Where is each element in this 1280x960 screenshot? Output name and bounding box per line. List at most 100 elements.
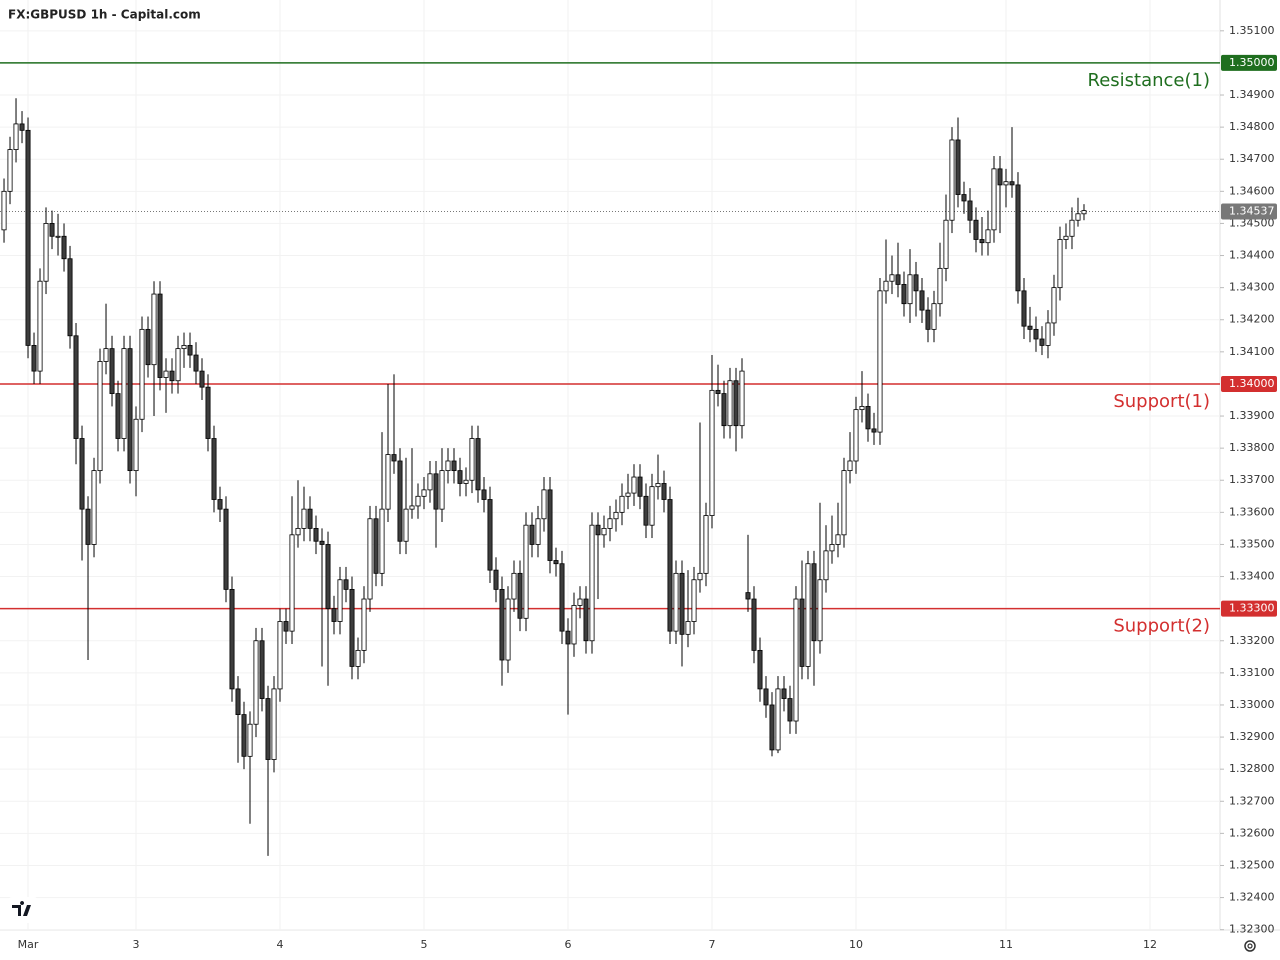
y-tick-label: 1.33700 [1229,473,1275,486]
level-price-box [1221,375,1277,392]
y-tick-label: 1.34200 [1229,313,1275,326]
candle-body [517,572,523,619]
candle-body [7,149,13,192]
candle-body [823,550,829,581]
level-name: Support(1) [1113,391,1210,412]
candle-body [121,348,127,439]
candle-body [271,688,277,760]
candle-body [31,345,37,372]
candle-body [355,649,361,667]
x-tick-label: Mar [18,938,39,951]
candle-body [955,139,961,195]
candle-body [79,438,85,510]
level-price-label: 1.35000 [1229,56,1275,69]
candle-body [211,438,217,500]
candle-body [259,640,265,699]
candle-body [403,508,409,542]
candle-body [685,621,691,635]
candle-body [409,505,415,510]
candle-body [769,704,775,751]
candle-body [1063,235,1069,240]
last-price-label: 1.34537 [1229,205,1275,218]
x-tick-label: 6 [565,938,572,951]
candle-body [871,428,877,433]
candle-body [415,495,421,507]
candle-body [505,598,511,661]
candle-body [289,534,295,632]
candle-body [1039,338,1045,346]
y-tick-label: 1.33100 [1229,666,1275,679]
x-tick-label: 10 [849,938,863,951]
candle-body [85,508,91,545]
x-tick-label: 12 [1143,938,1157,951]
candle-body [763,688,769,706]
candle-body [307,508,313,529]
candle-body [907,274,913,305]
candle-body [37,280,43,372]
candle-body [91,470,97,545]
candle-body [349,588,355,667]
levels: Resistance(1) Support(1) Support(2) [0,62,1220,637]
y-tick-label: 1.33600 [1229,505,1275,518]
candle-body [397,460,403,542]
x-tick-label: 5 [421,938,428,951]
candle-body [337,579,343,622]
candle-body [451,460,457,472]
candle-body [277,621,283,690]
candle-body [721,393,727,427]
candle-body [331,608,337,622]
candle-body [643,495,649,526]
candle-body [145,328,151,366]
logo [8,897,38,923]
candle-body [49,223,55,237]
candle-body [133,418,139,472]
candle-body [679,572,685,635]
level-price-label: 1.34000 [1229,377,1275,390]
candle-body [703,515,709,574]
candle-body [613,511,619,520]
candle-body [295,528,301,536]
candle-body [325,544,331,610]
y-tick-label: 1.33200 [1229,634,1275,647]
candle-body [925,309,931,330]
candle-body [13,123,19,150]
candle-body [535,518,541,545]
candle-body [631,476,637,494]
candle-body [469,438,475,481]
y-tick-label: 1.32600 [1229,826,1275,839]
candle-body [1045,322,1051,346]
candle-body [919,290,925,311]
settings-icon[interactable] [1244,940,1256,952]
candle-body [607,518,613,529]
candle-body [175,348,181,382]
candle-body [985,229,991,244]
candle-body [385,454,391,510]
candle-body [421,489,427,497]
candle-body [859,406,865,411]
candle-body [715,389,721,394]
candle-body [997,168,1003,186]
chart-title: FX:GBPUSD 1h - Capital.com [8,8,201,22]
y-tick-label: 1.34100 [1229,345,1275,358]
candle-body [55,235,61,238]
candle-body [427,473,433,491]
candle-body [229,588,235,690]
candle-body [181,345,187,350]
candle-body [601,528,607,536]
y-tick-label: 1.33900 [1229,409,1275,422]
candle-body [931,303,937,330]
candle-body [793,598,799,722]
candle-body [511,572,517,600]
candle-body [493,569,499,590]
candle-body [205,386,211,439]
candle-body [1,190,7,231]
candle-body [523,524,529,619]
candle-body [937,267,943,305]
candle-body [577,598,583,606]
candle-body [157,293,163,378]
candle-body [1009,181,1015,186]
x-tick-label: 11 [999,938,1013,951]
candle-body [367,518,373,600]
candle-body [235,688,241,715]
candle-body [949,139,955,221]
